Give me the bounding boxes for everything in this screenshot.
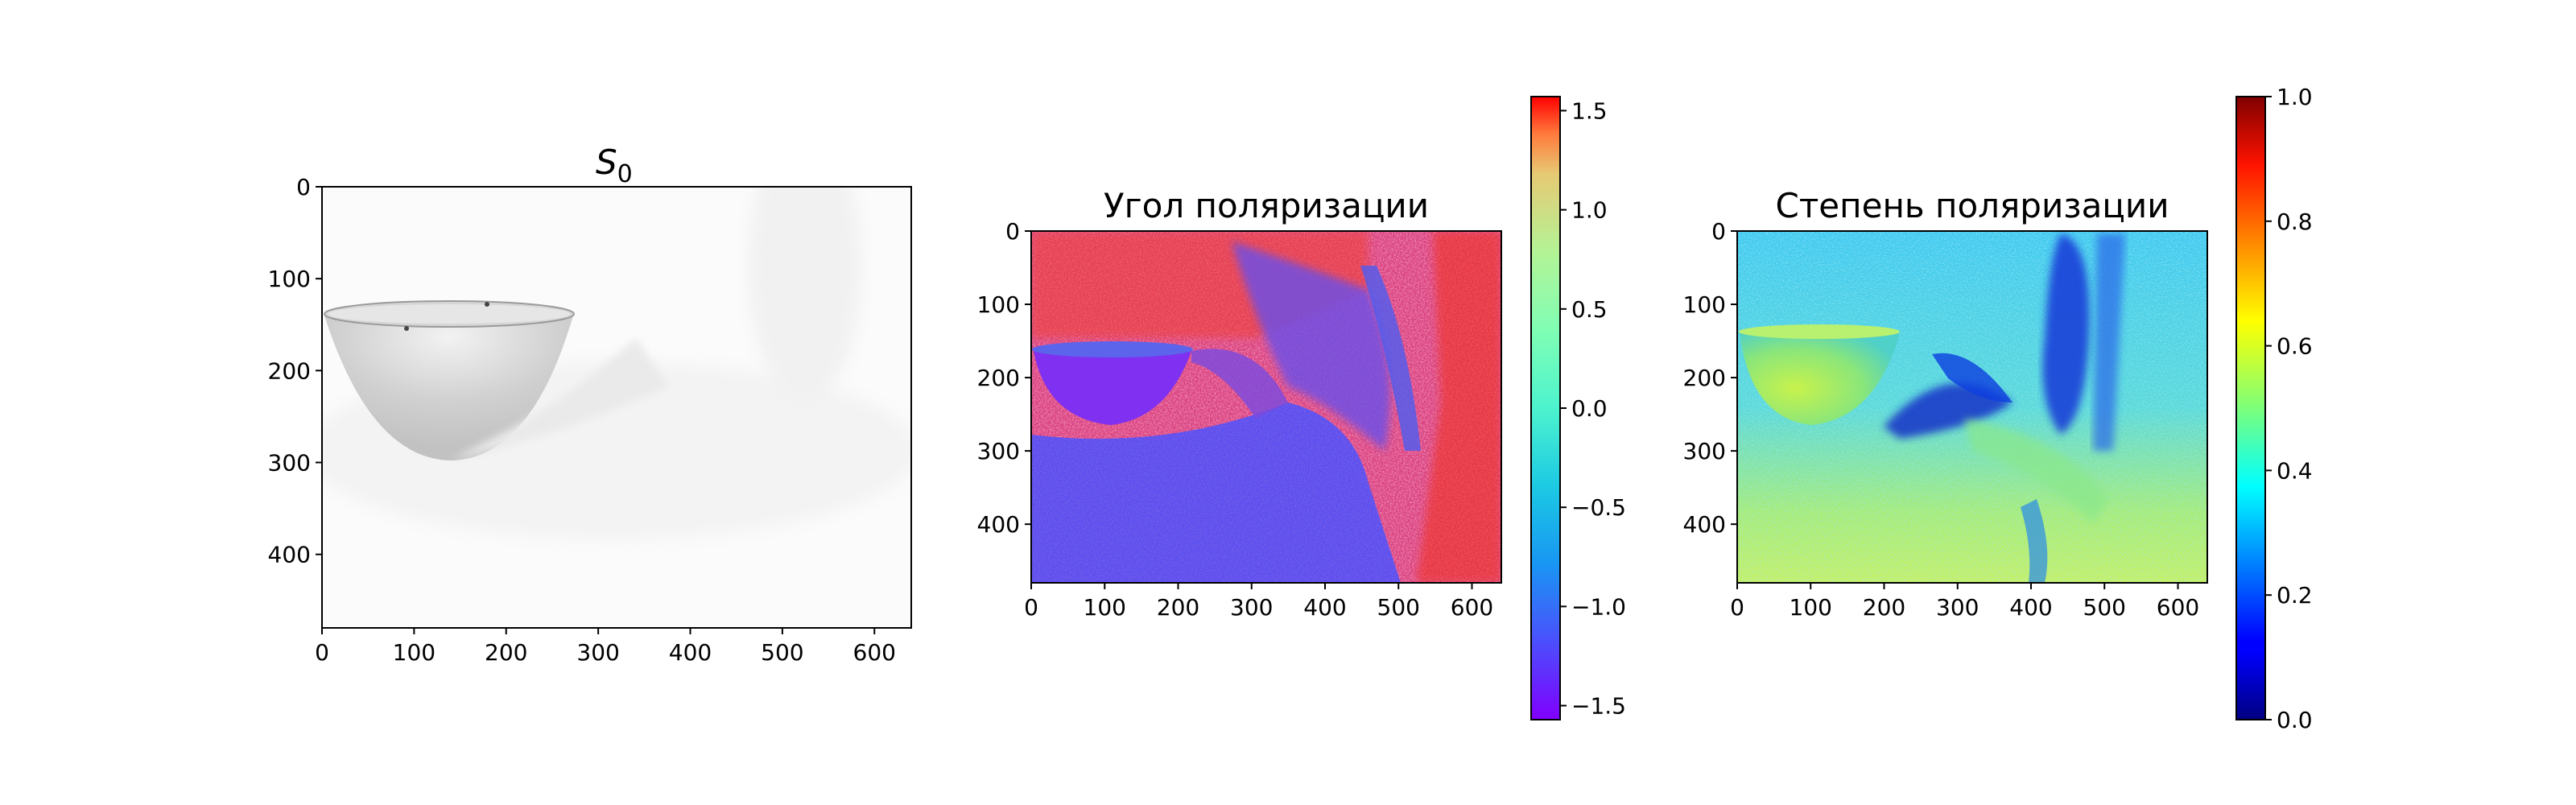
y-tick-label: 300 [268, 450, 311, 477]
panel-degree: 0 100 200 300 400 500 600 0 100 200 300 400 Степен… [1683, 84, 2313, 733]
x-tick-label: 100 [1790, 594, 1832, 621]
y-tick-label: 100 [1683, 291, 1726, 318]
degree-axes-frame [1736, 230, 2208, 584]
y-tick-label: 200 [268, 357, 311, 384]
s0-title-sub: 0 [617, 160, 633, 188]
degree-title: Степень поляризации [1776, 186, 2169, 225]
colorbar-tick-label: 0.4 [2277, 457, 2313, 484]
y-tick-label: 100 [977, 291, 1020, 318]
x-tick-label: 0 [315, 639, 329, 666]
degree-x-ticks: 0 100 200 300 400 500 600 [1730, 583, 2199, 621]
degree-colorbar: 0.0 0.2 0.4 0.6 0.8 1.0 [2235, 84, 2313, 733]
y-tick-label: 300 [977, 438, 1020, 464]
x-tick-label: 600 [2157, 594, 2199, 621]
colorbar-tick-label: 0.8 [2277, 208, 2313, 235]
s0-title-main: S [596, 142, 617, 182]
s0-title: S0 [596, 142, 633, 188]
x-tick-label: 100 [1084, 594, 1126, 621]
angle-image [1031, 231, 1501, 583]
x-tick-label: 300 [1936, 594, 1979, 621]
panel-angle: 0 100 200 300 400 500 600 0 100 200 300 400 Угол п… [977, 96, 1626, 720]
x-tick-label: 0 [1730, 594, 1744, 621]
colorbar-tick-label: 0.5 [1571, 296, 1608, 323]
x-tick-label: 200 [1157, 594, 1199, 621]
degree-colorbar-ticks: 0.0 0.2 0.4 0.6 0.8 1.0 [2265, 84, 2313, 733]
angle-title: Угол поляризации [1104, 186, 1429, 225]
colorbar-tick-label: 0.0 [1571, 395, 1608, 422]
y-tick-label: 300 [1683, 438, 1726, 464]
angle-colorbar-gradient [1530, 96, 1561, 720]
y-tick-label: 200 [1683, 365, 1726, 391]
s0-y-ticks: 0 100 200 300 400 [268, 174, 322, 568]
x-tick-label: 300 [576, 639, 619, 666]
s0-x-ticks: 0 100 200 300 400 500 600 [315, 628, 896, 666]
x-tick-label: 400 [1303, 594, 1346, 621]
x-tick-label: 500 [1377, 594, 1420, 621]
y-tick-label: 400 [268, 542, 311, 568]
x-tick-label: 200 [485, 639, 527, 666]
colorbar-tick-label: 0.6 [2277, 333, 2313, 360]
x-tick-label: 400 [669, 639, 712, 666]
x-tick-label: 500 [2083, 594, 2126, 621]
degree-image [1737, 231, 2207, 583]
angle-y-ticks: 0 100 200 300 400 [977, 218, 1031, 538]
y-tick-label: 400 [977, 511, 1020, 538]
x-tick-label: 400 [2009, 594, 2052, 621]
angle-colorbar-ticks: −1.5 −1.0 −0.5 0.0 0.5 1.0 1.5 [1560, 97, 1626, 720]
colorbar-tick-label: 1.0 [2277, 84, 2313, 110]
y-tick-label: 0 [1711, 218, 1726, 245]
angle-x-ticks: 0 100 200 300 400 500 600 [1024, 583, 1493, 621]
s0-image [322, 187, 911, 628]
x-tick-label: 600 [1451, 594, 1493, 621]
degree-colorbar-gradient [2235, 96, 2266, 720]
s0-axes-frame [321, 186, 912, 629]
colorbar-tick-label: −1.5 [1571, 693, 1626, 720]
x-tick-label: 100 [393, 639, 436, 666]
y-tick-label: 400 [1683, 511, 1726, 538]
colorbar-tick-label: −0.5 [1571, 494, 1626, 521]
colorbar-tick-label: 0.2 [2277, 582, 2313, 609]
colorbar-tick-label: 0.0 [2277, 707, 2313, 733]
angle-axes-frame [1030, 230, 1502, 584]
y-tick-label: 200 [977, 365, 1020, 391]
colorbar-tick-label: 1.0 [1571, 197, 1608, 224]
x-tick-label: 200 [1863, 594, 1905, 621]
y-tick-label: 0 [1005, 218, 1020, 245]
degree-y-ticks: 0 100 200 300 400 [1683, 218, 1737, 538]
colorbar-tick-label: −1.0 [1571, 593, 1626, 620]
y-tick-label: 0 [296, 174, 311, 200]
angle-colorbar: −1.5 −1.0 −0.5 0.0 0.5 1.0 1.5 [1530, 96, 1626, 720]
x-tick-label: 300 [1230, 594, 1273, 621]
x-tick-label: 0 [1024, 594, 1038, 621]
x-tick-label: 500 [761, 639, 803, 666]
x-tick-label: 600 [853, 639, 896, 666]
colorbar-tick-label: 1.5 [1571, 97, 1608, 124]
y-tick-label: 100 [268, 266, 311, 292]
